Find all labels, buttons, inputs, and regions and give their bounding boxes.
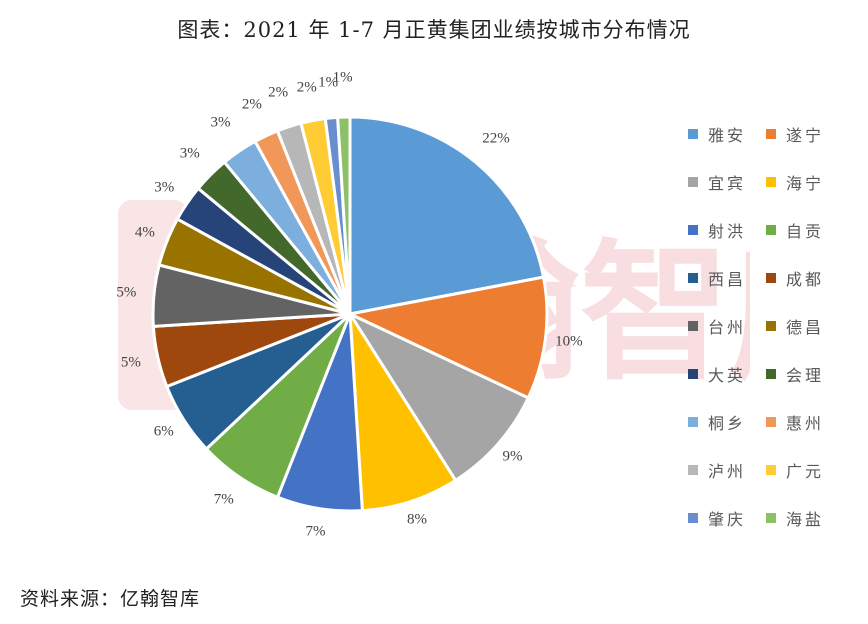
slice-label: 2% <box>268 84 289 101</box>
legend-row: 大英 会理 <box>688 350 858 398</box>
legend-label: 德昌 <box>786 318 825 337</box>
legend-swatch-icon <box>766 417 776 427</box>
legend-item: 肇庆 <box>688 506 766 530</box>
legend-label: 大英 <box>708 366 747 385</box>
legend-row: 泸州 广元 <box>688 446 858 494</box>
legend-row: 射洪 自贡 <box>688 206 858 254</box>
legend-swatch-icon <box>688 321 698 331</box>
legend-label: 宜宾 <box>708 174 747 193</box>
legend-item: 大英 <box>688 362 766 386</box>
slice-label: 3% <box>179 145 200 162</box>
legend-swatch-icon <box>688 417 698 427</box>
legend-item: 桐乡 <box>688 410 766 434</box>
legend-item: 会理 <box>766 362 844 386</box>
slice-label: 7% <box>213 491 234 508</box>
legend-item: 自贡 <box>766 218 844 242</box>
chart-title: 图表：2021 年 1-7 月正黄集团业绩按城市分布情况 <box>177 18 691 42</box>
legend-swatch-icon <box>766 369 776 379</box>
legend-swatch-icon <box>688 465 698 475</box>
legend-row: 桐乡 惠州 <box>688 398 858 446</box>
legend-item: 成都 <box>766 266 844 290</box>
slice-label: 5% <box>120 354 141 371</box>
legend-label: 广元 <box>786 462 825 481</box>
legend-row: 台州 德昌 <box>688 302 858 350</box>
legend-item: 宜宾 <box>688 170 766 194</box>
legend-item: 德昌 <box>766 314 844 338</box>
legend-item: 台州 <box>688 314 766 338</box>
legend-swatch-icon <box>766 273 776 283</box>
legend-swatch-icon <box>766 513 776 523</box>
slice-label: 8% <box>406 511 427 528</box>
legend-item: 惠州 <box>766 410 844 434</box>
legend-row: 肇庆 海盐 <box>688 494 858 542</box>
legend-swatch-icon <box>688 129 698 139</box>
slice-label: 3% <box>210 114 231 131</box>
legend-label: 自贡 <box>786 222 825 241</box>
legend-label: 射洪 <box>708 222 747 241</box>
pie-slice-海宁 <box>348 313 458 513</box>
slice-label: 1% <box>332 69 353 86</box>
legend-swatch-icon <box>766 177 776 187</box>
legend-swatch-icon <box>688 369 698 379</box>
slice-label: 22% <box>482 130 510 147</box>
legend-swatch-icon <box>688 177 698 187</box>
legend-swatch-icon <box>766 225 776 235</box>
legend-swatch-icon <box>766 321 776 331</box>
legend-item: 射洪 <box>688 218 766 242</box>
legend-item: 海盐 <box>766 506 844 530</box>
legend-swatch-icon <box>766 465 776 475</box>
slice-label: 9% <box>502 448 523 465</box>
slice-label: 10% <box>555 333 583 350</box>
pie-slice-雅安 <box>348 115 546 316</box>
pie-slice-宜宾 <box>345 310 531 483</box>
slice-label: 7% <box>305 523 326 540</box>
legend-label: 遂宁 <box>786 126 825 145</box>
legend-item: 泸州 <box>688 458 766 482</box>
slice-label: 6% <box>153 423 174 440</box>
legend-item: 西昌 <box>688 266 766 290</box>
slice-label: 3% <box>154 179 175 196</box>
pie-slice-遂宁 <box>345 275 549 400</box>
legend-item: 广元 <box>766 458 844 482</box>
legend-item: 遂宁 <box>766 122 844 146</box>
legend-swatch-icon <box>688 225 698 235</box>
legend-label: 西昌 <box>708 270 747 289</box>
slice-label: 1% <box>318 74 339 91</box>
slice-label: 5% <box>116 284 137 301</box>
legend-item: 雅安 <box>688 122 766 146</box>
legend-label: 雅安 <box>708 126 747 145</box>
legend-swatch-icon <box>688 273 698 283</box>
legend-label: 泸州 <box>708 462 747 481</box>
legend-row: 雅安 遂宁 <box>688 110 858 158</box>
legend-row: 宜宾 海宁 <box>688 158 858 206</box>
slice-label: 2% <box>241 96 262 113</box>
slice-label: 2% <box>296 79 317 96</box>
legend-label: 台州 <box>708 318 747 337</box>
legend-swatch-icon <box>688 513 698 523</box>
pie-slice-海盐 <box>336 115 352 315</box>
legend-item: 海宁 <box>766 170 844 194</box>
source-note: 资料来源：亿翰智库 <box>20 588 201 610</box>
legend-label: 成都 <box>786 270 825 289</box>
legend-label: 海盐 <box>786 510 825 529</box>
legend-swatch-icon <box>766 129 776 139</box>
legend-label: 惠州 <box>786 414 825 433</box>
legend-label: 海宁 <box>786 174 825 193</box>
legend-label: 桐乡 <box>708 414 747 433</box>
legend-label: 肇庆 <box>708 510 747 529</box>
legend-label: 会理 <box>786 366 825 385</box>
pie-slices <box>151 115 549 513</box>
legend-row: 西昌 成都 <box>688 254 858 302</box>
chart-legend: 雅安 遂宁宜宾 海宁射洪 自贡西昌 成都台州 德昌大英 会理桐乡 惠州泸州 广元肇庆 海盐 <box>688 110 858 542</box>
slice-label: 4% <box>134 224 155 241</box>
